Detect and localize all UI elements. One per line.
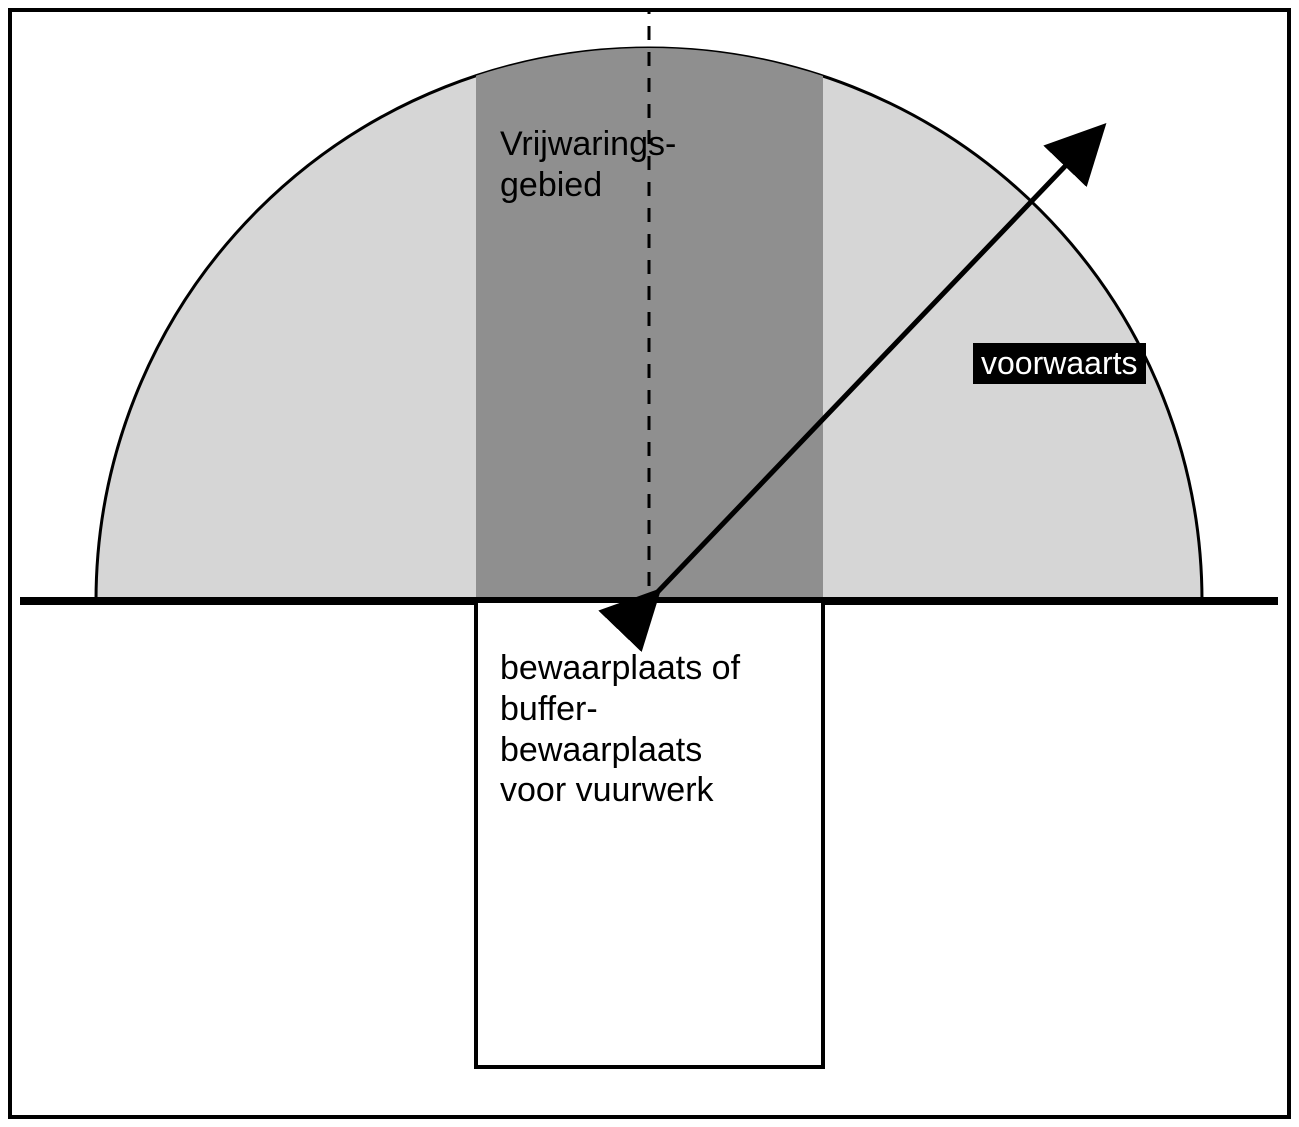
diagram-canvas: Vrijwarings- gebied voorwaarts bewaarpla… xyxy=(0,0,1299,1127)
vrijwarings-label-line2: gebied xyxy=(500,166,602,204)
bewaarplaats-label-line1: bewaarplaats of xyxy=(500,649,740,687)
bewaarplaats-label-line2: buffer- xyxy=(500,690,598,728)
bewaarplaats-label: bewaarplaats of buffer- bewaarplaats voo… xyxy=(500,648,740,811)
vrijwarings-label: Vrijwarings- gebied xyxy=(500,124,676,206)
bewaarplaats-label-line4: voor vuurwerk xyxy=(500,771,714,809)
bewaarplaats-label-line3: bewaarplaats xyxy=(500,731,702,769)
voorwaarts-label: voorwaarts xyxy=(973,343,1146,384)
vrijwarings-label-line1: Vrijwarings- xyxy=(500,125,676,163)
voorwaarts-label-text: voorwaarts xyxy=(981,345,1138,381)
